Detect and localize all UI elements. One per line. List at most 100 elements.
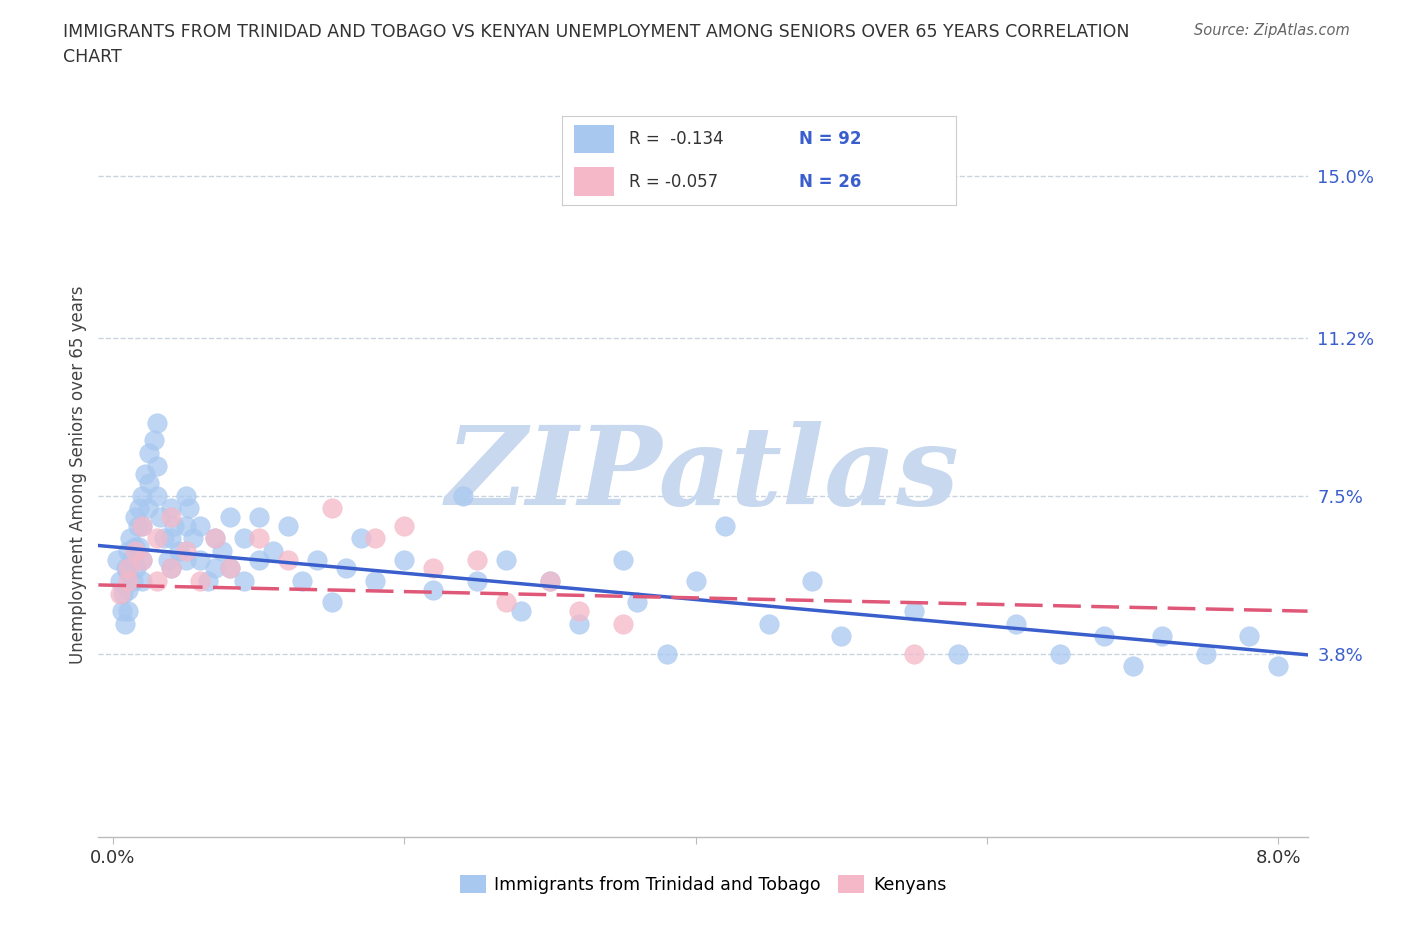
Point (247, 531, 270, 546)
Point (138, 475, 160, 490)
Point (174, 488, 197, 503)
Point (117, 544, 139, 559)
Point (1092, 629, 1115, 644)
Text: R =  -0.134: R = -0.134 (630, 130, 724, 148)
Point (174, 552, 197, 567)
Point (114, 617, 136, 631)
Point (277, 518, 299, 533)
Point (131, 574, 153, 589)
Point (160, 561, 183, 576)
Point (204, 531, 226, 546)
Point (145, 488, 167, 503)
Point (211, 544, 233, 559)
Point (160, 501, 183, 516)
Point (149, 510, 172, 525)
Point (321, 501, 343, 516)
Point (110, 586, 132, 601)
Point (117, 582, 139, 597)
Point (174, 518, 197, 533)
Point (1150, 629, 1173, 644)
Point (197, 574, 219, 589)
Point (117, 561, 139, 576)
Point (1005, 617, 1028, 631)
Legend: Immigrants from Trinidad and Tobago, Kenyans: Immigrants from Trinidad and Tobago, Ken… (453, 869, 953, 901)
Point (125, 561, 148, 576)
Point (262, 544, 284, 559)
Text: N = 92: N = 92 (799, 130, 860, 148)
Point (422, 561, 444, 576)
Point (422, 582, 444, 597)
Point (655, 646, 678, 661)
Point (538, 574, 561, 589)
Point (174, 544, 197, 559)
Point (1122, 658, 1144, 673)
Point (568, 617, 591, 631)
Point (495, 595, 517, 610)
Point (153, 531, 176, 546)
Point (233, 574, 256, 589)
Point (160, 510, 183, 525)
Point (335, 561, 357, 576)
Point (181, 531, 204, 546)
Point (465, 552, 488, 567)
Point (131, 518, 153, 533)
Point (509, 604, 531, 618)
Point (277, 552, 299, 567)
Point (128, 539, 150, 554)
Point (167, 544, 190, 559)
Point (612, 617, 634, 631)
Point (538, 574, 561, 589)
Point (160, 531, 183, 546)
Point (190, 574, 212, 589)
Point (145, 458, 167, 473)
Text: N = 26: N = 26 (799, 173, 860, 191)
Point (142, 432, 165, 447)
Text: ZIPatlas: ZIPatlas (446, 420, 960, 528)
Point (247, 510, 270, 525)
Text: IMMIGRANTS FROM TRINIDAD AND TOBAGO VS KENYAN UNEMPLOYMENT AMONG SENIORS OVER 65: IMMIGRANTS FROM TRINIDAD AND TOBAGO VS K… (63, 23, 1130, 66)
Point (128, 501, 150, 516)
Point (685, 574, 707, 589)
Point (305, 552, 328, 567)
Point (124, 544, 146, 559)
Point (117, 574, 139, 589)
Point (127, 518, 149, 533)
Point (131, 488, 153, 503)
Point (124, 539, 146, 554)
Point (177, 501, 200, 516)
Point (131, 552, 153, 567)
Point (451, 488, 474, 503)
Point (830, 629, 852, 644)
Point (163, 518, 186, 533)
Point (157, 552, 180, 567)
Point (758, 617, 780, 631)
Point (1049, 646, 1071, 661)
Point (145, 416, 167, 431)
Point (190, 518, 212, 533)
Point (394, 518, 416, 533)
Point (218, 561, 240, 576)
Point (134, 467, 156, 482)
Point (117, 565, 139, 580)
Point (364, 574, 387, 589)
Point (145, 531, 167, 546)
Point (131, 518, 153, 533)
Point (364, 531, 387, 546)
Point (121, 552, 143, 567)
Point (350, 531, 373, 546)
Point (1267, 658, 1289, 673)
Bar (574, 125, 613, 153)
Point (111, 604, 134, 618)
Point (321, 595, 343, 610)
Point (122, 574, 145, 589)
Point (112, 586, 135, 601)
Point (626, 595, 648, 610)
Point (160, 561, 183, 576)
Y-axis label: Unemployment Among Seniors over 65 years: Unemployment Among Seniors over 65 years (69, 286, 87, 663)
Point (124, 510, 146, 525)
Point (145, 574, 167, 589)
Point (204, 561, 226, 576)
Text: Source: ZipAtlas.com: Source: ZipAtlas.com (1194, 23, 1350, 38)
Point (218, 561, 240, 576)
Point (120, 531, 142, 546)
